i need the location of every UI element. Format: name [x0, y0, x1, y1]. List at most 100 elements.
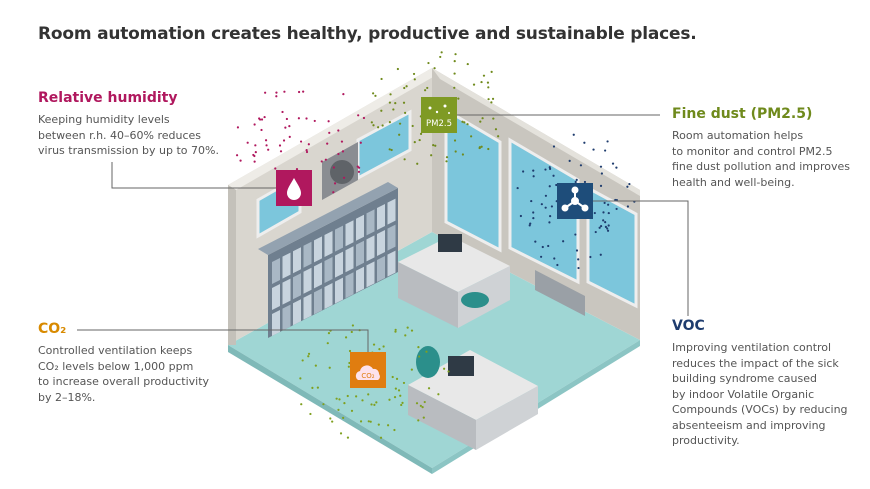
particle: [393, 396, 397, 399]
particle: [575, 249, 579, 252]
particle: [394, 328, 397, 331]
particle: [332, 191, 335, 194]
particle: [592, 148, 595, 151]
particle: [358, 166, 361, 169]
particle: [253, 123, 256, 126]
particle: [394, 102, 397, 105]
particle: [375, 401, 378, 404]
particle: [424, 89, 427, 92]
particle: [434, 144, 437, 147]
particle: [532, 169, 535, 172]
particle: [417, 346, 420, 349]
particle: [342, 176, 346, 179]
particle: [599, 165, 603, 168]
particle: [615, 207, 618, 211]
particle: [348, 361, 351, 365]
humidity-badge: [276, 170, 312, 206]
particle: [401, 401, 404, 404]
particle: [281, 110, 284, 114]
humidity-line: Keeping humidity levels: [38, 113, 170, 126]
particle: [311, 386, 314, 389]
particle: [374, 94, 377, 97]
particle: [386, 424, 390, 427]
particle: [329, 417, 332, 420]
particle: [285, 117, 288, 121]
particle: [367, 420, 370, 423]
particle: [369, 420, 372, 423]
particle: [307, 143, 310, 146]
monitor-back: [438, 234, 462, 252]
particle: [553, 257, 556, 260]
particle: [333, 182, 337, 185]
voc-badge: [557, 183, 593, 219]
particle: [327, 120, 330, 123]
left-wall-top: [228, 68, 440, 190]
particle: [344, 336, 348, 339]
particle: [361, 399, 364, 402]
particle: [380, 109, 383, 112]
particle: [606, 229, 610, 232]
particle: [492, 117, 495, 120]
window-right-2: [508, 137, 580, 285]
fine-dust-heading: Fine dust (PM2.5): [672, 106, 813, 122]
voc-line: productivity.: [672, 434, 740, 447]
fine-dust-line: health and well-being.: [672, 175, 795, 189]
particle: [340, 140, 344, 143]
particle: [461, 120, 464, 123]
particle: [491, 97, 495, 100]
particle: [540, 203, 543, 206]
particle: [419, 404, 422, 407]
particle: [577, 258, 580, 261]
particle: [347, 365, 350, 368]
particle: [402, 101, 406, 104]
particle: [264, 139, 268, 142]
binder: [356, 266, 364, 293]
pm25-icon-label: PM2.5: [426, 119, 452, 129]
co2-line: to increase overall productivity: [38, 375, 210, 388]
particle: [305, 117, 308, 120]
particle: [482, 74, 486, 77]
particle: [530, 199, 533, 203]
binder: [293, 299, 301, 326]
particle: [487, 98, 490, 101]
humidity-connector: [111, 162, 276, 189]
particle: [445, 160, 448, 163]
binder: [377, 256, 385, 282]
particle: [416, 162, 419, 165]
particle: [461, 153, 465, 156]
particle: [552, 174, 555, 177]
particle: [602, 211, 605, 214]
particle: [519, 214, 522, 218]
fine-dust-text: Room automation helps to monitor and cont…: [672, 128, 850, 190]
particle: [396, 67, 399, 71]
binder: [282, 304, 291, 331]
particle: [454, 150, 457, 153]
particle: [425, 350, 428, 353]
particle: [541, 245, 544, 249]
particle: [392, 108, 395, 111]
chair-front: [416, 346, 440, 378]
particle: [326, 342, 329, 345]
binder: [324, 283, 333, 309]
particle: [413, 78, 416, 81]
particle: [480, 80, 483, 84]
particle: [418, 355, 421, 358]
particle: [552, 145, 556, 148]
particle: [540, 255, 543, 258]
particle: [337, 408, 340, 411]
particle: [410, 329, 414, 332]
water-drop-icon: [287, 178, 301, 200]
particle: [328, 131, 331, 134]
particle: [379, 436, 383, 439]
particle: [372, 343, 376, 346]
particle: [263, 115, 266, 119]
particle: [583, 141, 586, 144]
particle: [556, 263, 559, 267]
binder: [335, 251, 343, 278]
particle: [415, 402, 419, 405]
particle: [322, 403, 325, 406]
particle: [380, 77, 383, 81]
shelves-top: [258, 182, 398, 255]
particle: [324, 158, 327, 161]
binder: [377, 204, 385, 230]
